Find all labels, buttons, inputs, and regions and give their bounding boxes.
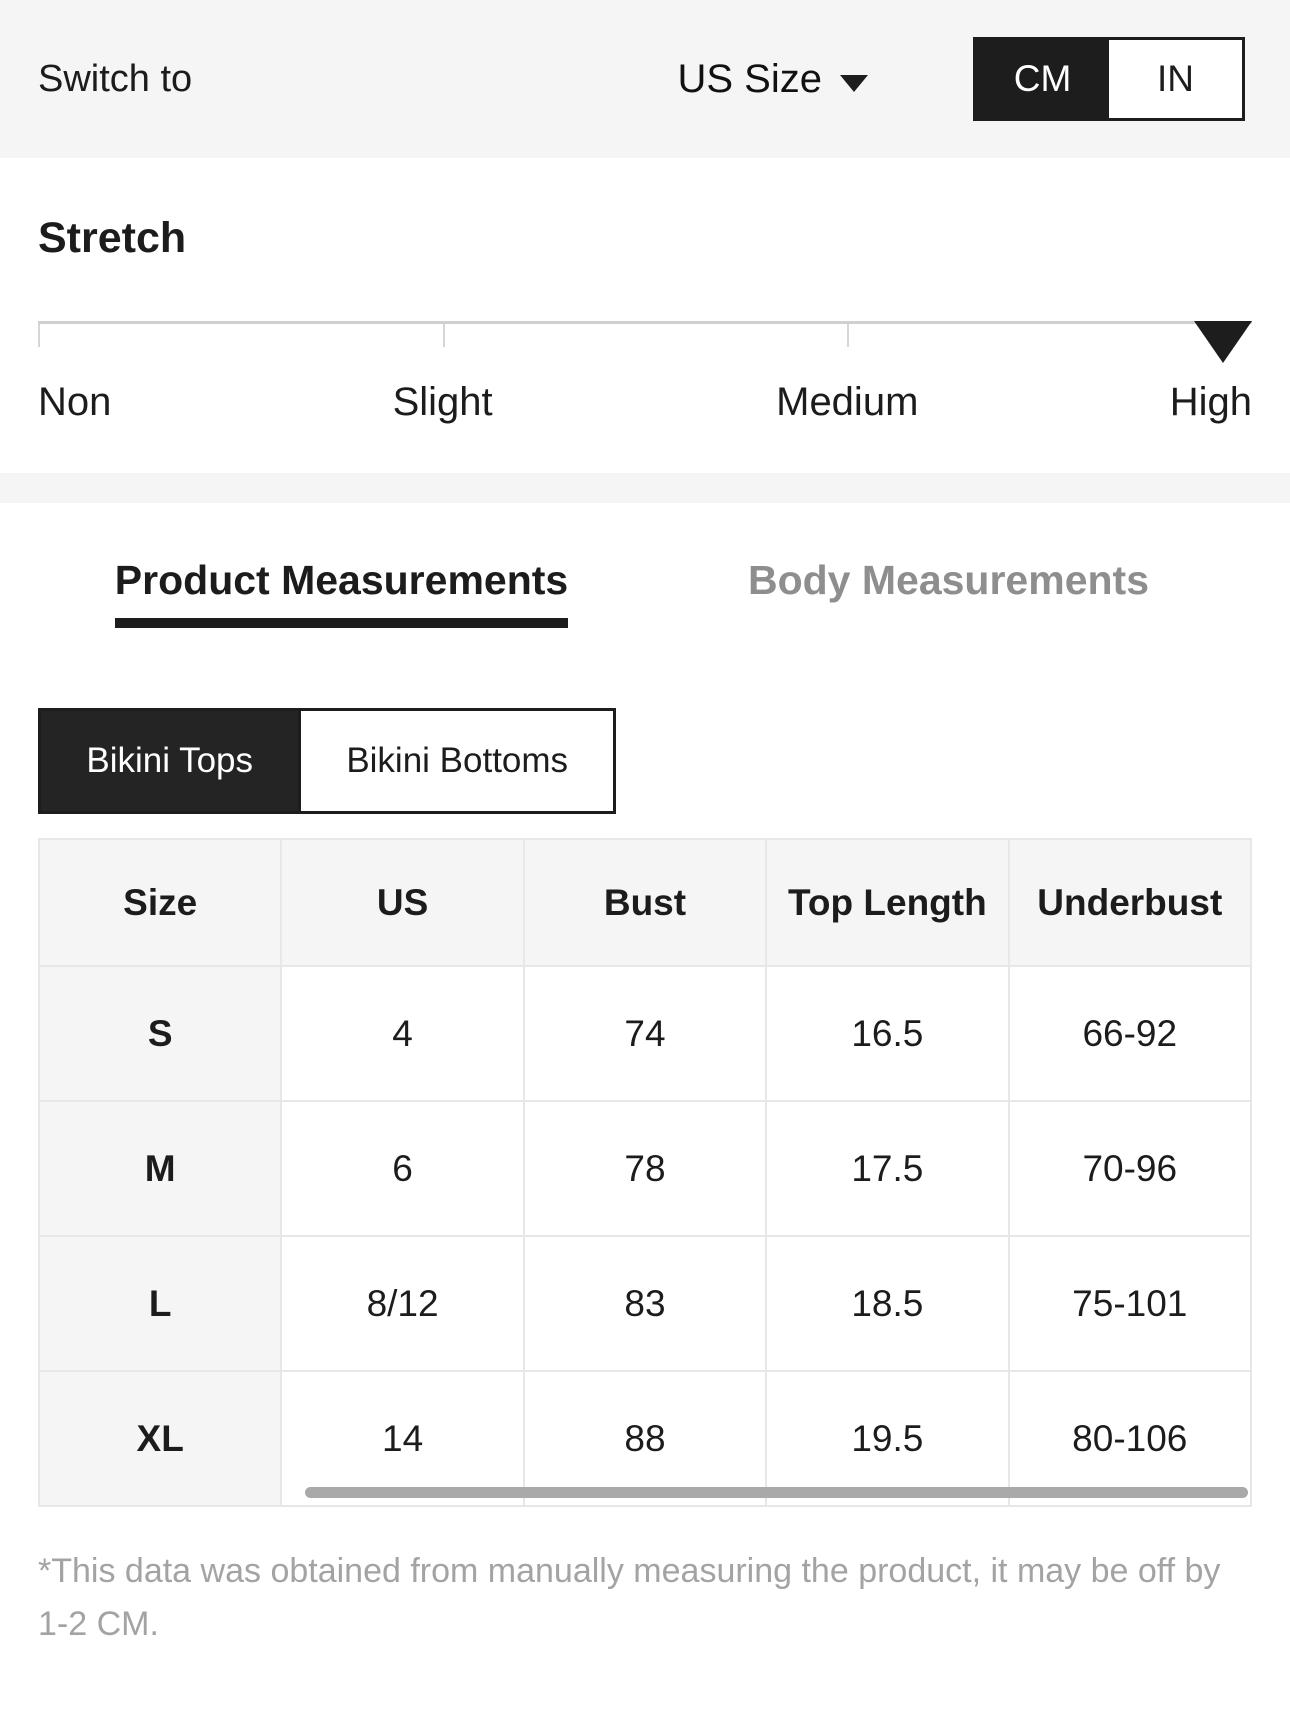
stretch-title: Stretch: [38, 214, 187, 262]
stretch-level-high: High: [1169, 380, 1252, 424]
measurement-tabs: Product Measurements Body Measurements: [38, 503, 1252, 628]
table-row: M 6 78 17.5 70-96: [37, 1100, 1253, 1237]
unit-toggle: CM IN: [973, 37, 1245, 121]
size-table: Size US Bust Top Length Underbust S 4 74…: [37, 838, 1253, 1507]
us-cell: 8/12: [280, 1235, 525, 1372]
stretch-level-medium: Medium: [776, 380, 919, 424]
horizontal-scrollbar[interactable]: [305, 1487, 1248, 1498]
section-separator: [0, 473, 1290, 503]
top-length-cell: 17.5: [765, 1100, 1010, 1237]
size-cell: XL: [37, 1370, 283, 1507]
stretch-section: Stretch Non Slight Medium High: [0, 158, 1290, 473]
bust-cell: 83: [522, 1235, 768, 1372]
tab-product-measurements[interactable]: Product Measurements: [38, 557, 645, 628]
switch-to-label: Switch to: [38, 57, 193, 100]
unit-cm-button[interactable]: CM: [976, 40, 1109, 118]
slider-tick: [38, 324, 40, 347]
tab-body-measurements[interactable]: Body Measurements: [645, 557, 1252, 628]
stretch-marker-triangle-icon: [1194, 321, 1252, 363]
table-row: S 4 74 16.5 66-92: [37, 965, 1253, 1102]
top-length-cell: 18.5: [765, 1235, 1010, 1372]
category-tabs: Bikini Tops Bikini Bottoms: [38, 708, 616, 814]
size-cell: M: [37, 1100, 283, 1237]
stretch-slider-track: [38, 321, 1252, 363]
us-cell: 4: [280, 965, 525, 1102]
measurements-panel: Product Measurements Body Measurements B…: [0, 503, 1290, 1721]
tab-bikini-bottoms[interactable]: Bikini Bottoms: [298, 711, 613, 811]
top-length-cell: 19.5: [765, 1370, 1010, 1507]
column-header-size: Size: [37, 838, 283, 967]
column-header-us: US: [280, 838, 525, 967]
us-cell: 6: [280, 1100, 525, 1237]
chevron-down-icon: [840, 74, 868, 92]
table-row: XL 14 88 19.5 80-106: [37, 1370, 1253, 1507]
underbust-cell: 80-106: [1007, 1370, 1253, 1507]
size-system-label: US Size: [677, 56, 823, 101]
slider-tick: [442, 324, 445, 347]
size-system-dropdown[interactable]: US Size: [677, 56, 868, 102]
us-cell: 14: [280, 1370, 525, 1507]
underbust-cell: 75-101: [1007, 1235, 1253, 1372]
stretch-labels: Non Slight Medium High: [38, 380, 1252, 428]
underbust-cell: 66-92: [1007, 965, 1253, 1102]
size-guide-topbar: Switch to US Size CM IN: [0, 0, 1290, 158]
column-header-bust: Bust: [522, 838, 768, 967]
size-cell: L: [37, 1235, 283, 1372]
size-cell: S: [37, 965, 283, 1102]
size-table-wrapper: Size US Bust Top Length Underbust S 4 74…: [37, 838, 1253, 1507]
unit-in-button[interactable]: IN: [1109, 40, 1242, 118]
bust-cell: 78: [522, 1100, 768, 1237]
stretch-level-non: Non: [38, 380, 112, 424]
bust-cell: 74: [522, 965, 768, 1102]
underbust-cell: 70-96: [1007, 1100, 1253, 1237]
column-header-underbust: Underbust: [1007, 838, 1253, 967]
table-row: L 8/12 83 18.5 75-101: [37, 1235, 1253, 1372]
bust-cell: 88: [522, 1370, 768, 1507]
top-length-cell: 16.5: [765, 965, 1010, 1102]
column-header-top-length: Top Length: [765, 838, 1010, 967]
stretch-level-slight: Slight: [392, 380, 493, 424]
topbar-right-group: US Size CM IN: [677, 37, 1245, 121]
tab-bikini-tops[interactable]: Bikini Tops: [41, 711, 299, 811]
table-header-row: Size US Bust Top Length Underbust: [37, 838, 1253, 967]
slider-tick: [847, 324, 850, 347]
measurement-disclaimer: *This data was obtained from manually me…: [38, 1552, 1221, 1643]
